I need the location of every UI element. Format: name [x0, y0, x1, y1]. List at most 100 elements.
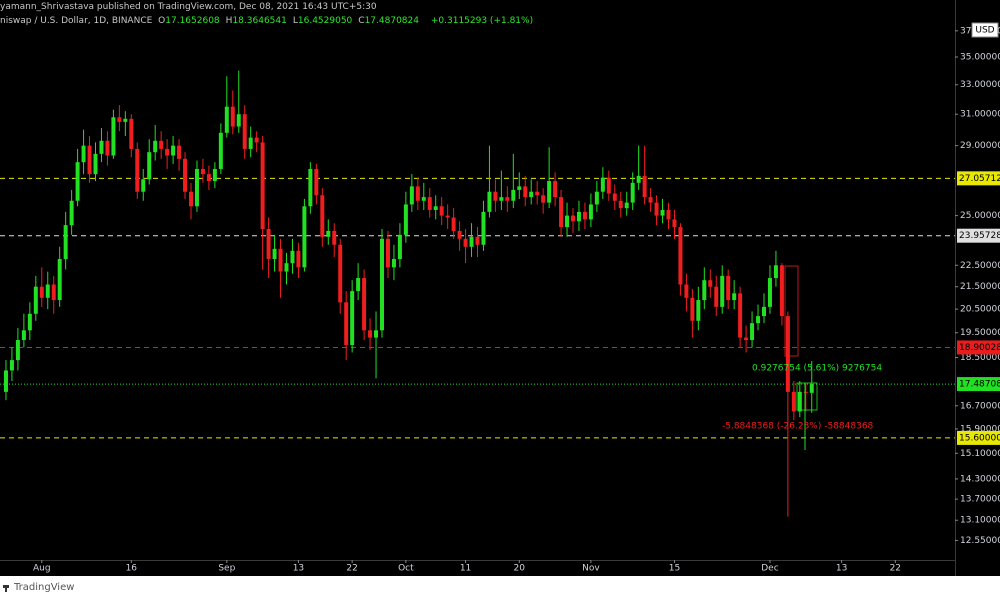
candle-body: [212, 168, 217, 182]
candle-body: [809, 384, 814, 393]
candle-body: [135, 148, 140, 192]
candle-body: [153, 140, 158, 153]
candle-body: [612, 193, 617, 201]
candle-body: [123, 118, 128, 122]
y-tick-label: 14.300000: [960, 474, 1000, 484]
candle-body: [767, 278, 772, 307]
candle-body: [433, 206, 438, 210]
candle-body: [189, 191, 193, 207]
candle-body: [242, 114, 247, 149]
candle-body: [523, 186, 528, 198]
candle-body: [194, 168, 199, 207]
candle-body: [87, 145, 92, 175]
candle-body: [803, 391, 808, 393]
ohlc-key: O: [158, 16, 166, 26]
candle-body: [51, 284, 56, 301]
candle-body: [618, 200, 623, 209]
candle-body: [63, 225, 68, 260]
candle-body: [469, 236, 474, 247]
candle-body: [254, 137, 259, 143]
y-tick-label: 20.500000: [960, 305, 1000, 315]
candle-body: [708, 280, 713, 287]
candle-body: [302, 206, 307, 268]
x-tick-label: 15: [669, 564, 680, 574]
candle-body: [642, 175, 647, 198]
candle-body: [732, 293, 737, 301]
candle-body: [773, 265, 778, 279]
x-tick-label: Sep: [218, 564, 235, 574]
candle-body: [720, 275, 725, 307]
footer: TradingView: [0, 576, 1000, 600]
candle-body: [117, 117, 122, 122]
candle-body: [529, 191, 534, 198]
annotation: 0.9276754 (5.61%) 9276754: [752, 364, 882, 374]
candle-body: [403, 204, 408, 235]
ohlc-value: 16.4529050: [297, 16, 353, 26]
y-tick-label: 15.100000: [960, 449, 1000, 459]
candle-body: [565, 215, 570, 228]
candle-body: [654, 202, 659, 216]
candle-body: [111, 117, 116, 156]
candle-body: [105, 140, 110, 156]
ohlc-legend: O17.1652608 H18.3646541 L16.4529050 C17.487…: [158, 16, 425, 26]
candle-body: [409, 186, 414, 205]
candle-body: [320, 195, 325, 237]
candle-body: [684, 284, 689, 298]
candle-body: [75, 162, 80, 201]
ohlc-key: H: [225, 16, 233, 26]
candle-body: [200, 168, 205, 175]
candle-body: [588, 204, 593, 220]
candle-body: [451, 217, 456, 231]
candle-body: [791, 391, 796, 412]
y-tick-label: 22.500000: [960, 261, 1000, 271]
ohlc-key: L: [292, 16, 298, 26]
candle-body: [45, 284, 50, 298]
candle-body: [427, 197, 432, 210]
candle-body: [576, 211, 581, 222]
candle-body: [385, 238, 390, 268]
candle-body: [326, 230, 331, 237]
candle-body: [374, 330, 379, 338]
candle-body: [177, 145, 182, 159]
candle-body: [15, 340, 20, 361]
candle-body: [487, 191, 492, 212]
candle-body: [624, 202, 629, 209]
level-label-bg: [957, 377, 1000, 392]
candle-body: [696, 300, 701, 321]
candle-body: [439, 206, 444, 216]
candle-body: [159, 140, 164, 149]
candle-body: [93, 153, 98, 175]
candle-body: [779, 265, 784, 317]
candle-body: [541, 195, 546, 203]
candle-body: [463, 238, 468, 247]
candle-body: [332, 230, 337, 245]
ohlc-value: 17.4870824: [364, 16, 419, 26]
candle-body: [505, 197, 510, 201]
candle-body: [290, 250, 295, 264]
y-tick-label: 33.000000: [960, 80, 1000, 90]
candle-body: [648, 197, 653, 203]
candle-body: [493, 191, 498, 201]
candle-body: [666, 209, 671, 220]
x-tick-label: 13: [836, 564, 847, 574]
candle-body: [183, 158, 188, 192]
x-tick-label: Dec: [761, 564, 778, 574]
candle-body: [571, 215, 575, 222]
brand: TradingView: [14, 582, 75, 593]
publish-line: yamann_Shrivastava published on TradingV…: [0, 2, 377, 12]
candle-body: [636, 175, 641, 183]
logo: [3, 585, 9, 592]
candle-body: [356, 278, 361, 292]
candle-body: [762, 306, 766, 317]
candle-body: [630, 182, 635, 203]
header: yamann_Shrivastava published on TradingV…: [0, 0, 950, 28]
candle-body: [660, 209, 665, 216]
x-tick-label: Nov: [582, 564, 600, 574]
candle-body: [248, 137, 253, 149]
candle-body: [296, 250, 301, 268]
level-label: 17.487082: [959, 380, 1000, 390]
candle-body: [308, 168, 313, 207]
